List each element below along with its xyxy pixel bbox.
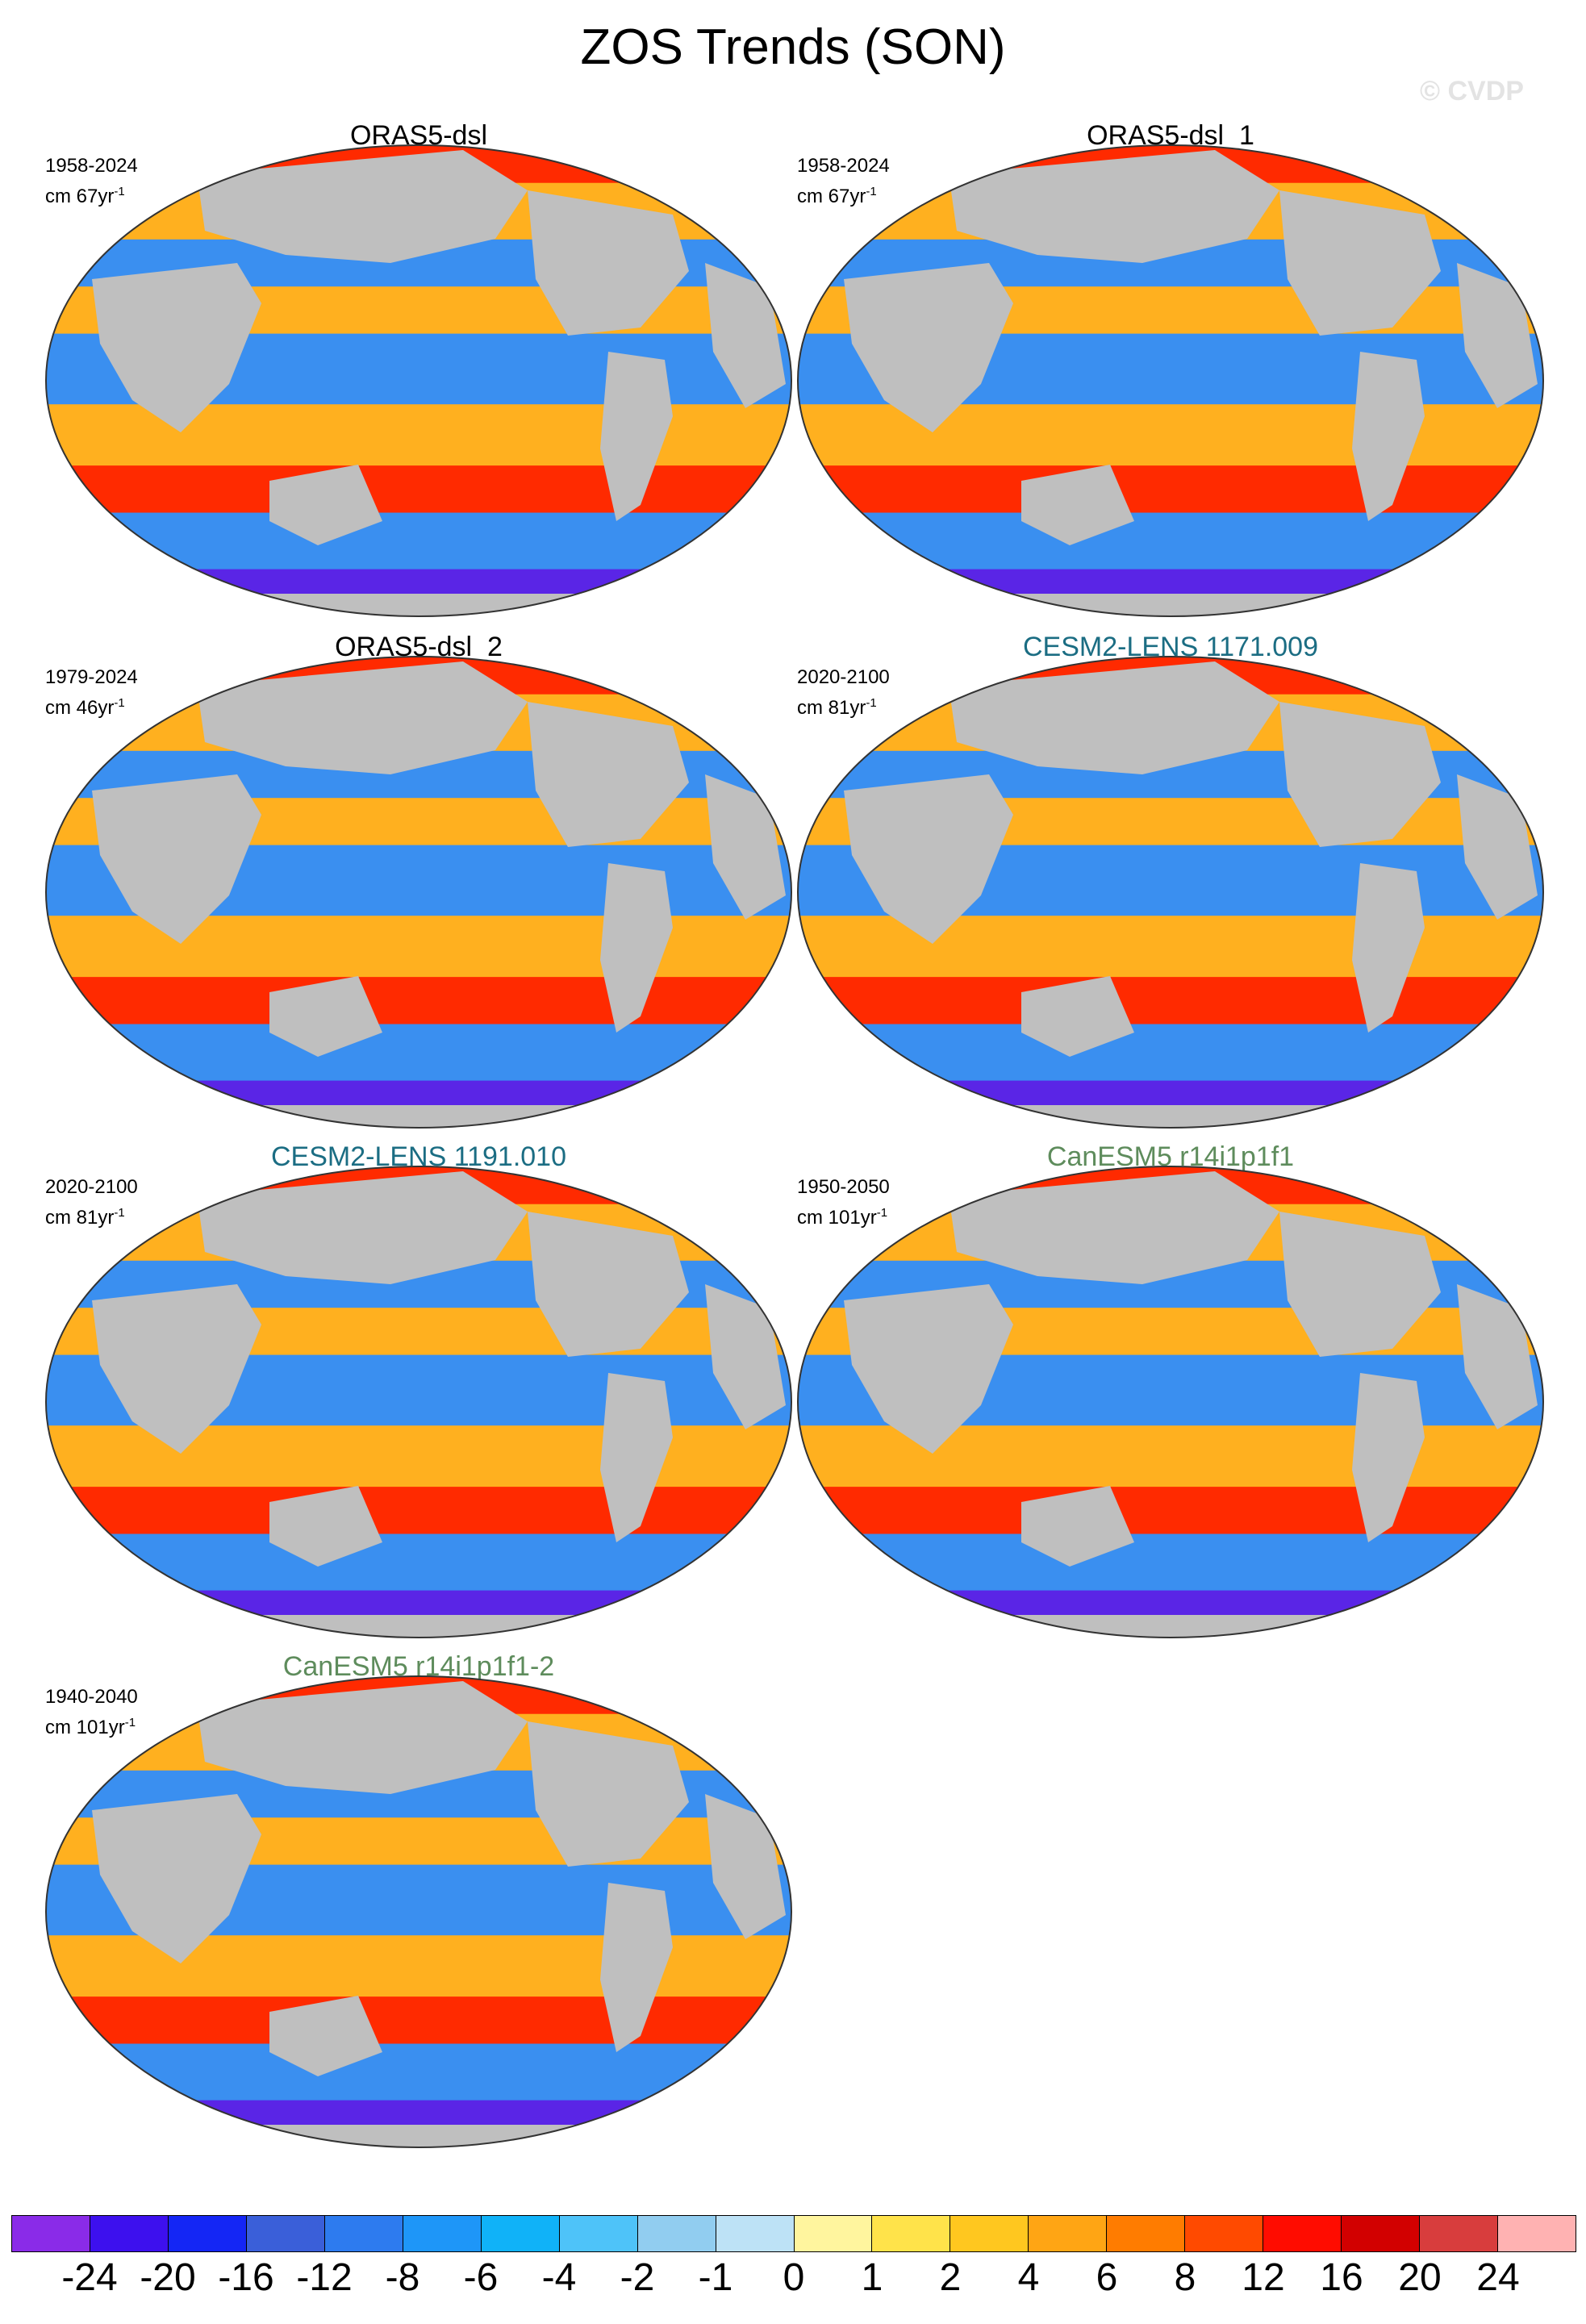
panel-units: cm 67yr-1 — [797, 179, 877, 210]
map-panel-6: CanESM5 r14i1p1f1 1950-2050 cm 101yr-1 — [795, 1141, 1546, 1641]
colorbar-label: 6 — [1096, 2256, 1118, 2299]
colorbar-label: -8 — [385, 2256, 420, 2299]
panel-units: cm 81yr-1 — [797, 691, 877, 721]
panel-years: 1940-2040 — [45, 1686, 138, 1708]
panel-units-base: cm 81yr — [45, 1207, 115, 1229]
map-panel-1: ORAS5-dsl 1958-2024 cm 67yr-1 — [44, 119, 794, 620]
map-panel-2: ORAS5-dsl_1 1958-2024 cm 67yr-1 — [795, 119, 1546, 620]
panel-units-base: cm 67yr — [797, 186, 866, 207]
colorbar-label: -12 — [296, 2256, 353, 2299]
panel-units: cm 101yr-1 — [45, 1710, 136, 1741]
colorbar-box — [1498, 2216, 1576, 2251]
colorbar-box — [1342, 2216, 1421, 2251]
colorbar-label: 16 — [1320, 2256, 1363, 2299]
colorbar-label: 8 — [1174, 2256, 1196, 2299]
panel-units: cm 46yr-1 — [45, 691, 125, 721]
panel-units-exponent: -1 — [114, 1206, 125, 1220]
figure-title: ZOS Trends (SON) — [580, 19, 1006, 75]
colorbar-box — [1420, 2216, 1499, 2251]
colorbar-label: 20 — [1398, 2256, 1442, 2299]
colorbar-box — [1185, 2216, 1264, 2251]
colorbar-box — [481, 2216, 560, 2251]
colorbar-box — [559, 2216, 638, 2251]
colorbar-label: -2 — [620, 2256, 655, 2299]
colorbar-box — [950, 2216, 1029, 2251]
panel-years: 2020-2100 — [45, 1176, 138, 1198]
map-panel-7: CanESM5 r14i1p1f1-2 1940-2040 cm 101yr-1 — [44, 1650, 794, 2151]
colorbar-box — [324, 2216, 403, 2251]
panel-units-base: cm 46yr — [45, 697, 115, 719]
map-panel-3: ORAS5-dsl_2 1979-2024 cm 46yr-1 — [44, 631, 794, 1131]
colorbar-box — [168, 2216, 247, 2251]
colorbar-label: 0 — [783, 2256, 805, 2299]
panel-years: 1979-2024 — [45, 666, 138, 688]
colorbar-box — [90, 2216, 169, 2251]
colorbar-box — [246, 2216, 325, 2251]
colorbar-labels: -24 -20 -16 -12 -8 -6 -4 -2 -1 0 1 2 4 6 8 12 16 20 24 — [11, 2255, 1576, 2304]
colorbar-box — [12, 2216, 90, 2251]
colorbar — [11, 2215, 1576, 2252]
panel-units-exponent: -1 — [876, 1206, 888, 1220]
world-map — [44, 1163, 794, 1641]
world-map — [795, 1163, 1546, 1641]
world-map — [44, 653, 794, 1131]
watermark: © CVDP — [1420, 76, 1524, 106]
colorbar-label: -16 — [218, 2256, 274, 2299]
colorbar-label: 24 — [1476, 2256, 1520, 2299]
panel-units: cm 67yr-1 — [45, 179, 125, 210]
panel-units-exponent: -1 — [114, 185, 125, 198]
colorbar-label: 4 — [1017, 2256, 1040, 2299]
colorbar-label: -6 — [463, 2256, 499, 2299]
colorbar-box — [403, 2216, 482, 2251]
colorbar-box — [794, 2216, 873, 2251]
colorbar-box — [872, 2216, 951, 2251]
panel-units-exponent: -1 — [866, 185, 877, 198]
panel-units-exponent: -1 — [114, 696, 125, 710]
colorbar-box — [637, 2216, 716, 2251]
colorbar-label: -24 — [61, 2256, 118, 2299]
panel-units-exponent: -1 — [866, 696, 877, 710]
panel-units-exponent: -1 — [124, 1716, 136, 1729]
panel-years: 1958-2024 — [797, 155, 890, 177]
colorbar-label: 2 — [939, 2256, 962, 2299]
colorbar-label: -4 — [541, 2256, 577, 2299]
panel-units-base: cm 101yr — [45, 1717, 125, 1738]
panel-units-base: cm 81yr — [797, 697, 866, 719]
world-map — [44, 142, 794, 620]
world-map — [795, 142, 1546, 620]
panel-units-base: cm 67yr — [45, 186, 115, 207]
panel-units: cm 101yr-1 — [797, 1200, 887, 1231]
panel-units: cm 81yr-1 — [45, 1200, 125, 1231]
panel-years: 2020-2100 — [797, 666, 890, 688]
world-map — [795, 653, 1546, 1131]
world-map — [44, 1673, 794, 2151]
colorbar-label: -1 — [698, 2256, 733, 2299]
map-panel-4: CESM2-LENS 1171.009 2020-2100 cm 81yr-1 — [795, 631, 1546, 1131]
panel-years: 1958-2024 — [45, 155, 138, 177]
map-panel-5: CESM2-LENS 1191.010 2020-2100 cm 81yr-1 — [44, 1141, 794, 1641]
panel-units-base: cm 101yr — [797, 1207, 877, 1229]
colorbar-label: 1 — [861, 2256, 883, 2299]
colorbar-box — [1107, 2216, 1186, 2251]
colorbar-box — [1263, 2216, 1342, 2251]
colorbar-box — [1029, 2216, 1108, 2251]
colorbar-label: -20 — [140, 2256, 196, 2299]
panel-years: 1950-2050 — [797, 1176, 890, 1198]
colorbar-label: 12 — [1242, 2256, 1285, 2299]
colorbar-box — [716, 2216, 795, 2251]
